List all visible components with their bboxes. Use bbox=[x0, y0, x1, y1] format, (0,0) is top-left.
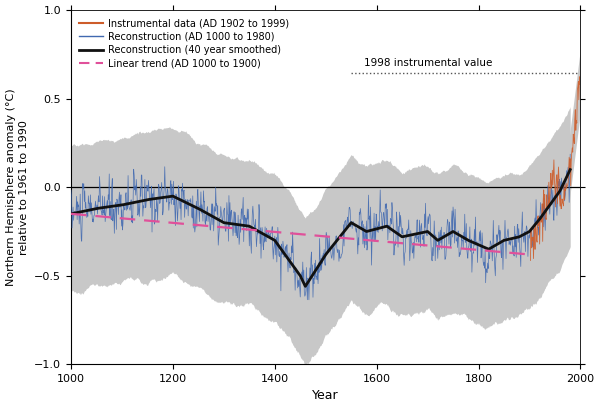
Text: 1998 instrumental value: 1998 instrumental value bbox=[364, 58, 492, 68]
Legend: Instrumental data (AD 1902 to 1999), Reconstruction (AD 1000 to 1980), Reconstru: Instrumental data (AD 1902 to 1999), Rec… bbox=[76, 15, 292, 71]
Y-axis label: Northern Hemisphere anomaly (°C)
relative to 1961 to 1990: Northern Hemisphere anomaly (°C) relativ… bbox=[5, 89, 29, 286]
X-axis label: Year: Year bbox=[313, 390, 339, 402]
